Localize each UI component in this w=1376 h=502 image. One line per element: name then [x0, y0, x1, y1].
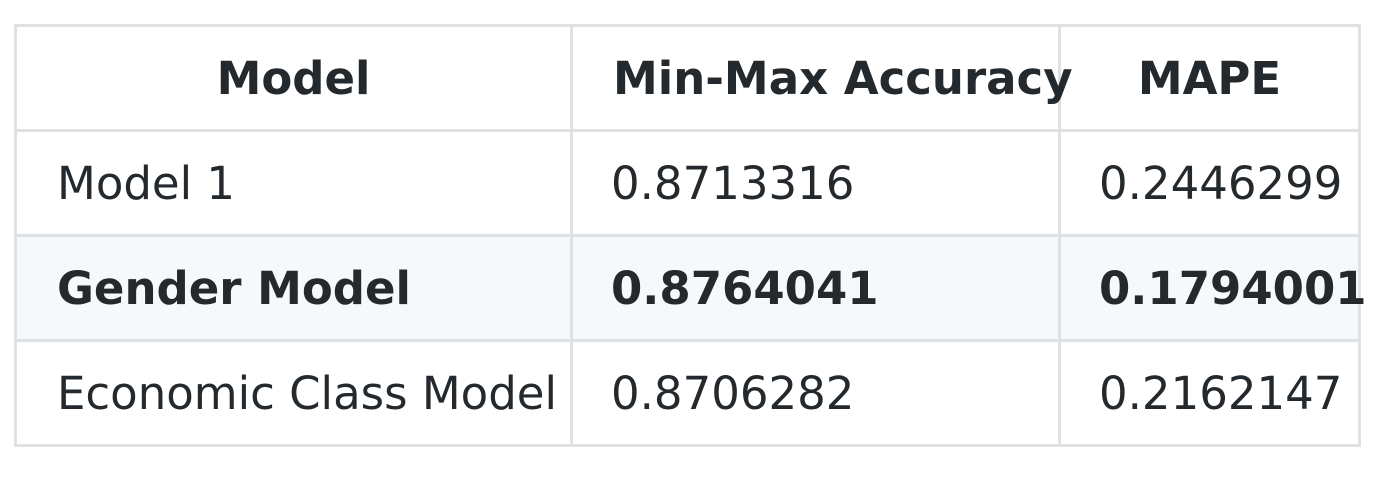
header-model: Model: [14, 24, 573, 132]
cell-minmax-accuracy: 0.8764041: [570, 234, 1061, 342]
cell-mape: 0.2162147: [1058, 339, 1361, 447]
cell-minmax-accuracy: 0.8706282: [570, 339, 1061, 447]
table-header-row: Model Min-Max Accuracy MAPE: [14, 24, 1361, 132]
cell-model: Economic Class Model: [14, 339, 573, 447]
cell-model: Gender Model: [14, 234, 573, 342]
header-mape: MAPE: [1058, 24, 1361, 132]
table-row: Economic Class Model 0.8706282 0.2162147: [14, 339, 1361, 447]
table-row: Model 1 0.8713316 0.2446299: [14, 129, 1361, 237]
cell-mape: 0.1794001: [1058, 234, 1367, 342]
header-minmax-accuracy: Min-Max Accuracy: [570, 24, 1073, 132]
cell-mape: 0.2446299: [1058, 129, 1361, 237]
cell-minmax-accuracy: 0.8713316: [570, 129, 1061, 237]
table-row: Gender Model 0.8764041 0.1794001: [14, 234, 1367, 342]
results-table: Model Min-Max Accuracy MAPE Model 1 0.87…: [14, 24, 1367, 447]
cell-model: Model 1: [14, 129, 573, 237]
